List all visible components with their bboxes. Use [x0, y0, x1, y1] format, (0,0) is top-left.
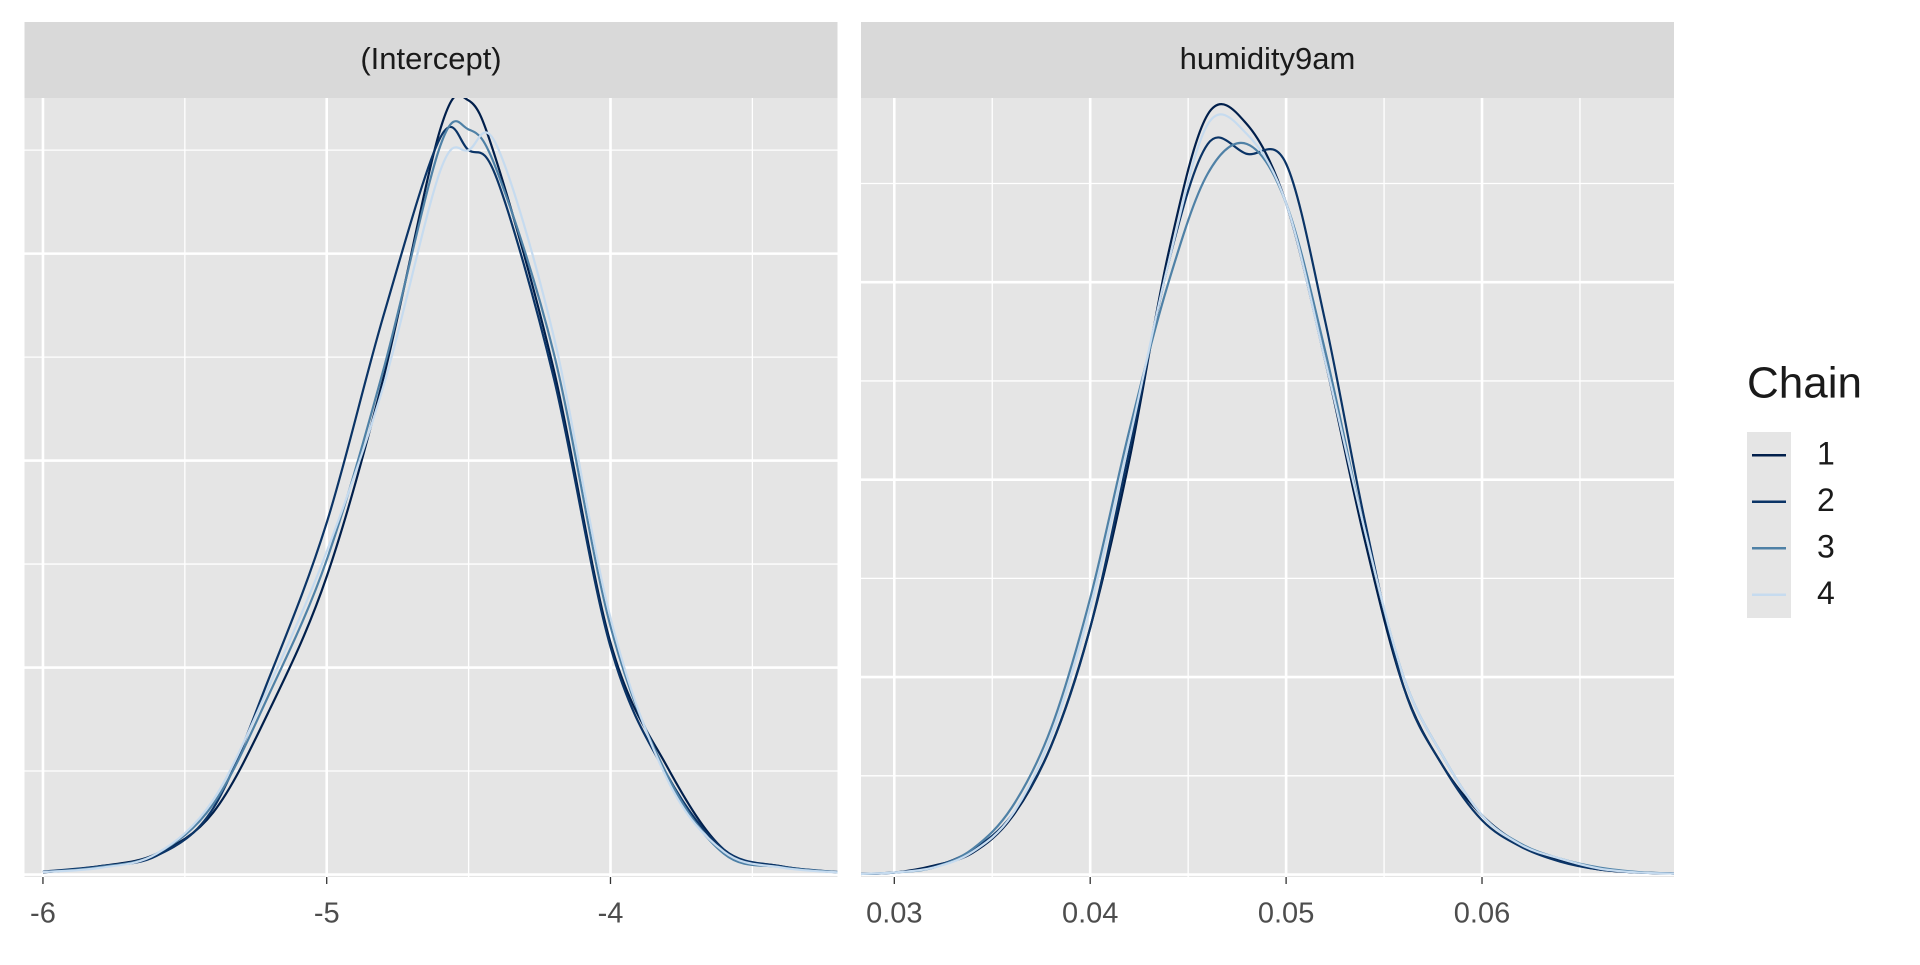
panel-background — [24, 98, 838, 877]
density-line — [42, 120, 838, 874]
strip-title: (Intercept) — [360, 41, 501, 76]
strip-background — [24, 22, 838, 98]
x-tick-label: -6 — [30, 898, 56, 930]
density-line — [42, 131, 838, 874]
x-tick-label: 0.06 — [1454, 898, 1510, 930]
density-line — [861, 113, 1674, 875]
x-tick-label: 0.03 — [866, 898, 922, 930]
panel-background — [861, 98, 1674, 877]
strip-title: humidity9am — [1180, 41, 1356, 76]
density-line — [42, 98, 838, 874]
series-group — [42, 98, 838, 874]
legend-title: Chain — [1747, 359, 1862, 408]
x-tick-label: -4 — [598, 898, 624, 930]
x-tick-label: 0.05 — [1258, 898, 1314, 930]
legend-key-background — [1747, 432, 1791, 618]
series-group — [861, 103, 1674, 876]
legend-label: 4 — [1817, 575, 1835, 611]
legend-label: 2 — [1817, 482, 1835, 518]
strip-background — [861, 22, 1674, 98]
x-tick-label: -5 — [314, 898, 340, 930]
x-tick-label: 0.04 — [1062, 898, 1118, 930]
legend-label: 1 — [1817, 436, 1835, 472]
legend-label: 3 — [1817, 529, 1835, 565]
